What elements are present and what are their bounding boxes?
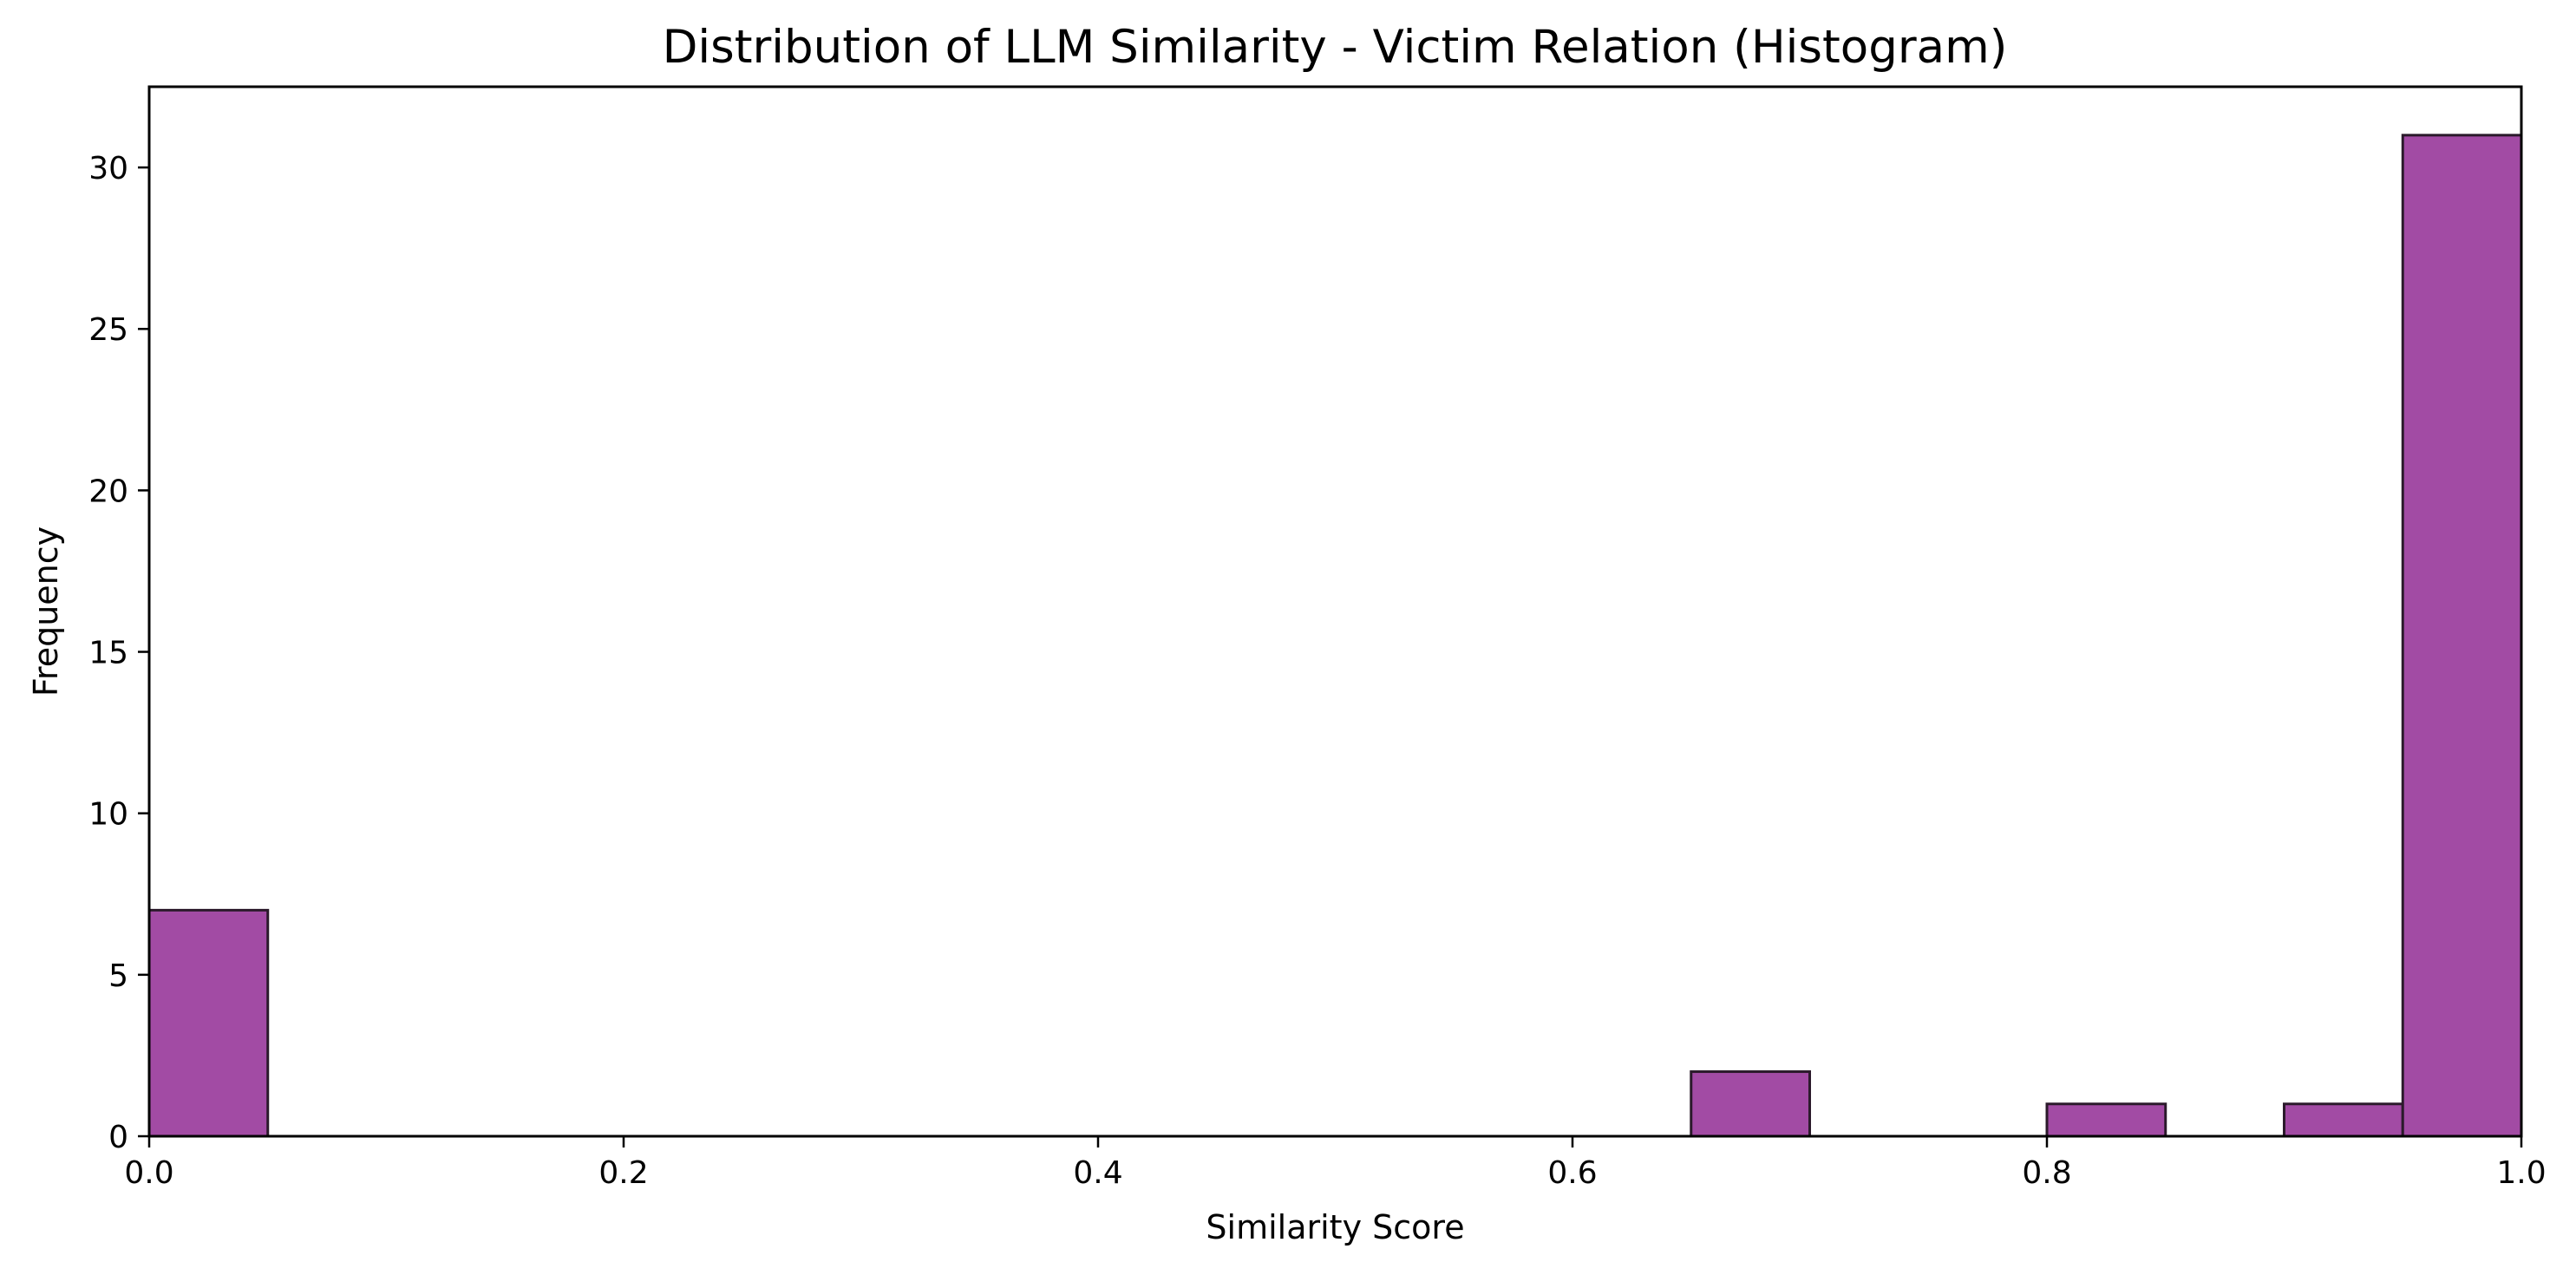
y-tick-label: 25 — [88, 312, 128, 348]
x-axis-label: Similarity Score — [1206, 1208, 1464, 1246]
histogram-bars — [147, 134, 2523, 1138]
histogram-bar — [147, 908, 270, 1138]
x-tick-label: 0.2 — [598, 1155, 648, 1191]
histogram-bar — [2401, 134, 2523, 1138]
x-axis: 0.0 0.2 0.4 0.6 0.8 1.0 — [124, 1136, 2547, 1191]
y-tick-label: 10 — [88, 797, 128, 833]
histogram-bar — [1690, 1070, 1811, 1138]
y-axis-label: Frequency — [27, 526, 65, 696]
chart-title: Distribution of LLM Similarity - Victim … — [663, 21, 2008, 74]
y-axis: 0 5 10 15 20 25 30 — [88, 151, 149, 1155]
histogram-bar — [2283, 1102, 2404, 1138]
x-tick-label: 0.8 — [2022, 1155, 2071, 1191]
x-tick-label: 0.6 — [1547, 1155, 1597, 1191]
x-tick-label: 0.4 — [1073, 1155, 1122, 1191]
y-tick-label: 15 — [88, 636, 128, 671]
x-tick-label: 0.0 — [124, 1155, 173, 1191]
y-tick-label: 0 — [108, 1120, 128, 1155]
histogram-bar — [2045, 1102, 2167, 1138]
y-tick-label: 20 — [88, 474, 128, 509]
y-tick-label: 30 — [88, 151, 128, 186]
x-tick-label: 1.0 — [2496, 1155, 2546, 1191]
plot-frame — [147, 85, 2523, 1138]
y-tick-label: 5 — [108, 958, 128, 994]
